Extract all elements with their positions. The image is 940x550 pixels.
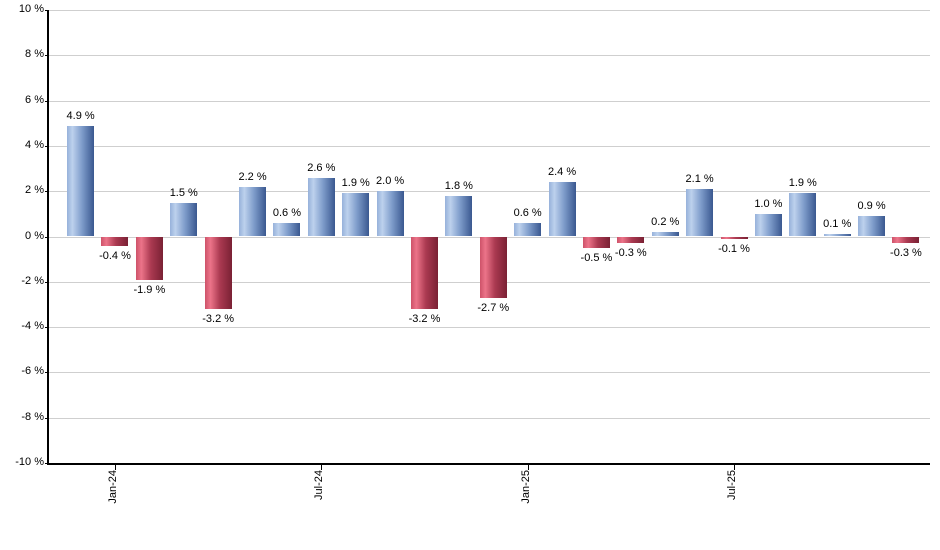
bar-value-label: -0.3 % [614, 247, 647, 260]
bar-value-label: 0.6 % [272, 206, 301, 219]
bar-value-label: 0.2 % [651, 215, 680, 228]
y-axis-label: 0 % [25, 229, 44, 242]
bar-value-label: 1.5 % [169, 186, 198, 199]
bar-value-label: 0.1 % [823, 218, 852, 231]
x-axis-tick [734, 463, 735, 470]
plot-area: 4.9 % -0.4 % -1.9 % 1.5 % -3.2 % 2.2 % 0.6 % 2.… [49, 10, 930, 463]
gridline [49, 417, 930, 419]
gridline [49, 191, 930, 193]
x-axis-label: Jul-24 [313, 470, 326, 500]
x-axis-tick [114, 463, 116, 470]
bar-value-label: -2.7 % [477, 301, 510, 314]
gridline [49, 327, 930, 329]
bar-value-label: 1.0 % [754, 197, 783, 210]
bar-positive [789, 193, 817, 237]
bar-negative [479, 236, 507, 298]
bar-value-label: -0.5 % [580, 251, 613, 264]
bar-value-label: -0.4 % [99, 249, 131, 262]
gridline [49, 55, 930, 57]
bar-value-label: 1.8 % [444, 179, 473, 192]
bar-negative [892, 236, 920, 244]
bar-value-label: 2.2 % [238, 170, 267, 183]
bar-negative [582, 236, 610, 248]
y-axis-label: -10 % [15, 456, 44, 468]
bar-value-label: 1.9 % [788, 177, 817, 190]
x-axis-tick [321, 463, 323, 470]
bar-value-label: 2.1 % [685, 172, 714, 185]
bar-negative [135, 236, 163, 280]
bar-positive [342, 193, 370, 237]
bar-positive [273, 222, 301, 237]
bar-value-label: 4.9 % [66, 109, 95, 122]
bar-value-label: 2.6 % [307, 161, 336, 174]
bar-positive [67, 125, 95, 237]
bar-negative [617, 236, 645, 244]
gridline [49, 10, 930, 11]
bar-positive [445, 195, 473, 237]
bar-value-label: -0.1 % [718, 242, 750, 255]
bar-positive [548, 182, 576, 237]
bar-negative [720, 236, 748, 239]
bar-positive [823, 234, 851, 237]
bar-positive [307, 177, 335, 237]
bar-value-label: 1.9 % [341, 177, 370, 190]
bar-value-label: 2.0 % [376, 175, 405, 188]
y-axis-label: -8 % [21, 410, 44, 423]
y-axis-label: 4 % [25, 138, 44, 151]
x-axis-line [47, 463, 930, 465]
bar-positive [170, 202, 198, 237]
bar-positive [514, 222, 542, 237]
bar-positive [858, 216, 886, 237]
bar-positive [754, 213, 782, 237]
x-axis-tick [527, 463, 529, 470]
bar-positive [239, 186, 267, 237]
bar-value-label: 2.4 % [547, 166, 577, 179]
bar-value-label: -3.2 % [202, 312, 235, 325]
bar-value-label: 0.6 % [513, 206, 542, 219]
y-axis-label: -4 % [21, 320, 44, 333]
bar-negative [101, 236, 129, 246]
bar-value-label: -0.3 % [890, 247, 922, 260]
gridline [49, 145, 930, 147]
y-axis-label: -6 % [21, 365, 44, 378]
bar-value-label: -1.9 % [133, 283, 166, 296]
y-axis-label: 8 % [25, 48, 44, 61]
bar-positive [686, 188, 714, 237]
bar-value-label: 0.9 % [857, 200, 886, 213]
bar-negative [411, 236, 438, 309]
x-axis-label: Jul-25 [726, 470, 738, 500]
gridline [49, 100, 930, 102]
y-axis-label: 2 % [25, 184, 44, 197]
y-axis-label: -2 % [21, 274, 44, 287]
x-axis-label: Jan-24 [106, 470, 119, 504]
y-axis-line [47, 10, 49, 465]
y-axis-label: 10 % [18, 3, 44, 15]
bar-negative [204, 236, 232, 309]
y-axis-label: 6 % [25, 93, 44, 106]
bar-positive [376, 191, 404, 237]
x-axis-label: Jan-25 [519, 470, 532, 504]
bar-value-label: -3.2 % [408, 312, 441, 325]
bar-positive [651, 231, 679, 237]
gridline [49, 372, 930, 374]
